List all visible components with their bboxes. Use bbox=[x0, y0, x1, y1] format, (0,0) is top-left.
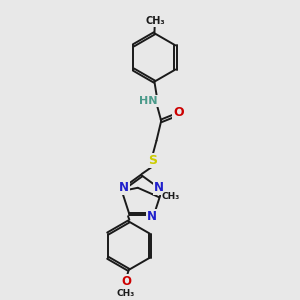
Text: CH₃: CH₃ bbox=[162, 192, 180, 201]
Text: O: O bbox=[174, 106, 184, 118]
Text: HN: HN bbox=[139, 96, 158, 106]
Text: N: N bbox=[119, 181, 129, 194]
Text: O: O bbox=[122, 274, 131, 288]
Text: S: S bbox=[148, 154, 157, 167]
Text: N: N bbox=[154, 181, 164, 194]
Text: CH₃: CH₃ bbox=[145, 16, 165, 26]
Text: CH₃: CH₃ bbox=[117, 289, 135, 298]
Text: N: N bbox=[147, 210, 157, 223]
